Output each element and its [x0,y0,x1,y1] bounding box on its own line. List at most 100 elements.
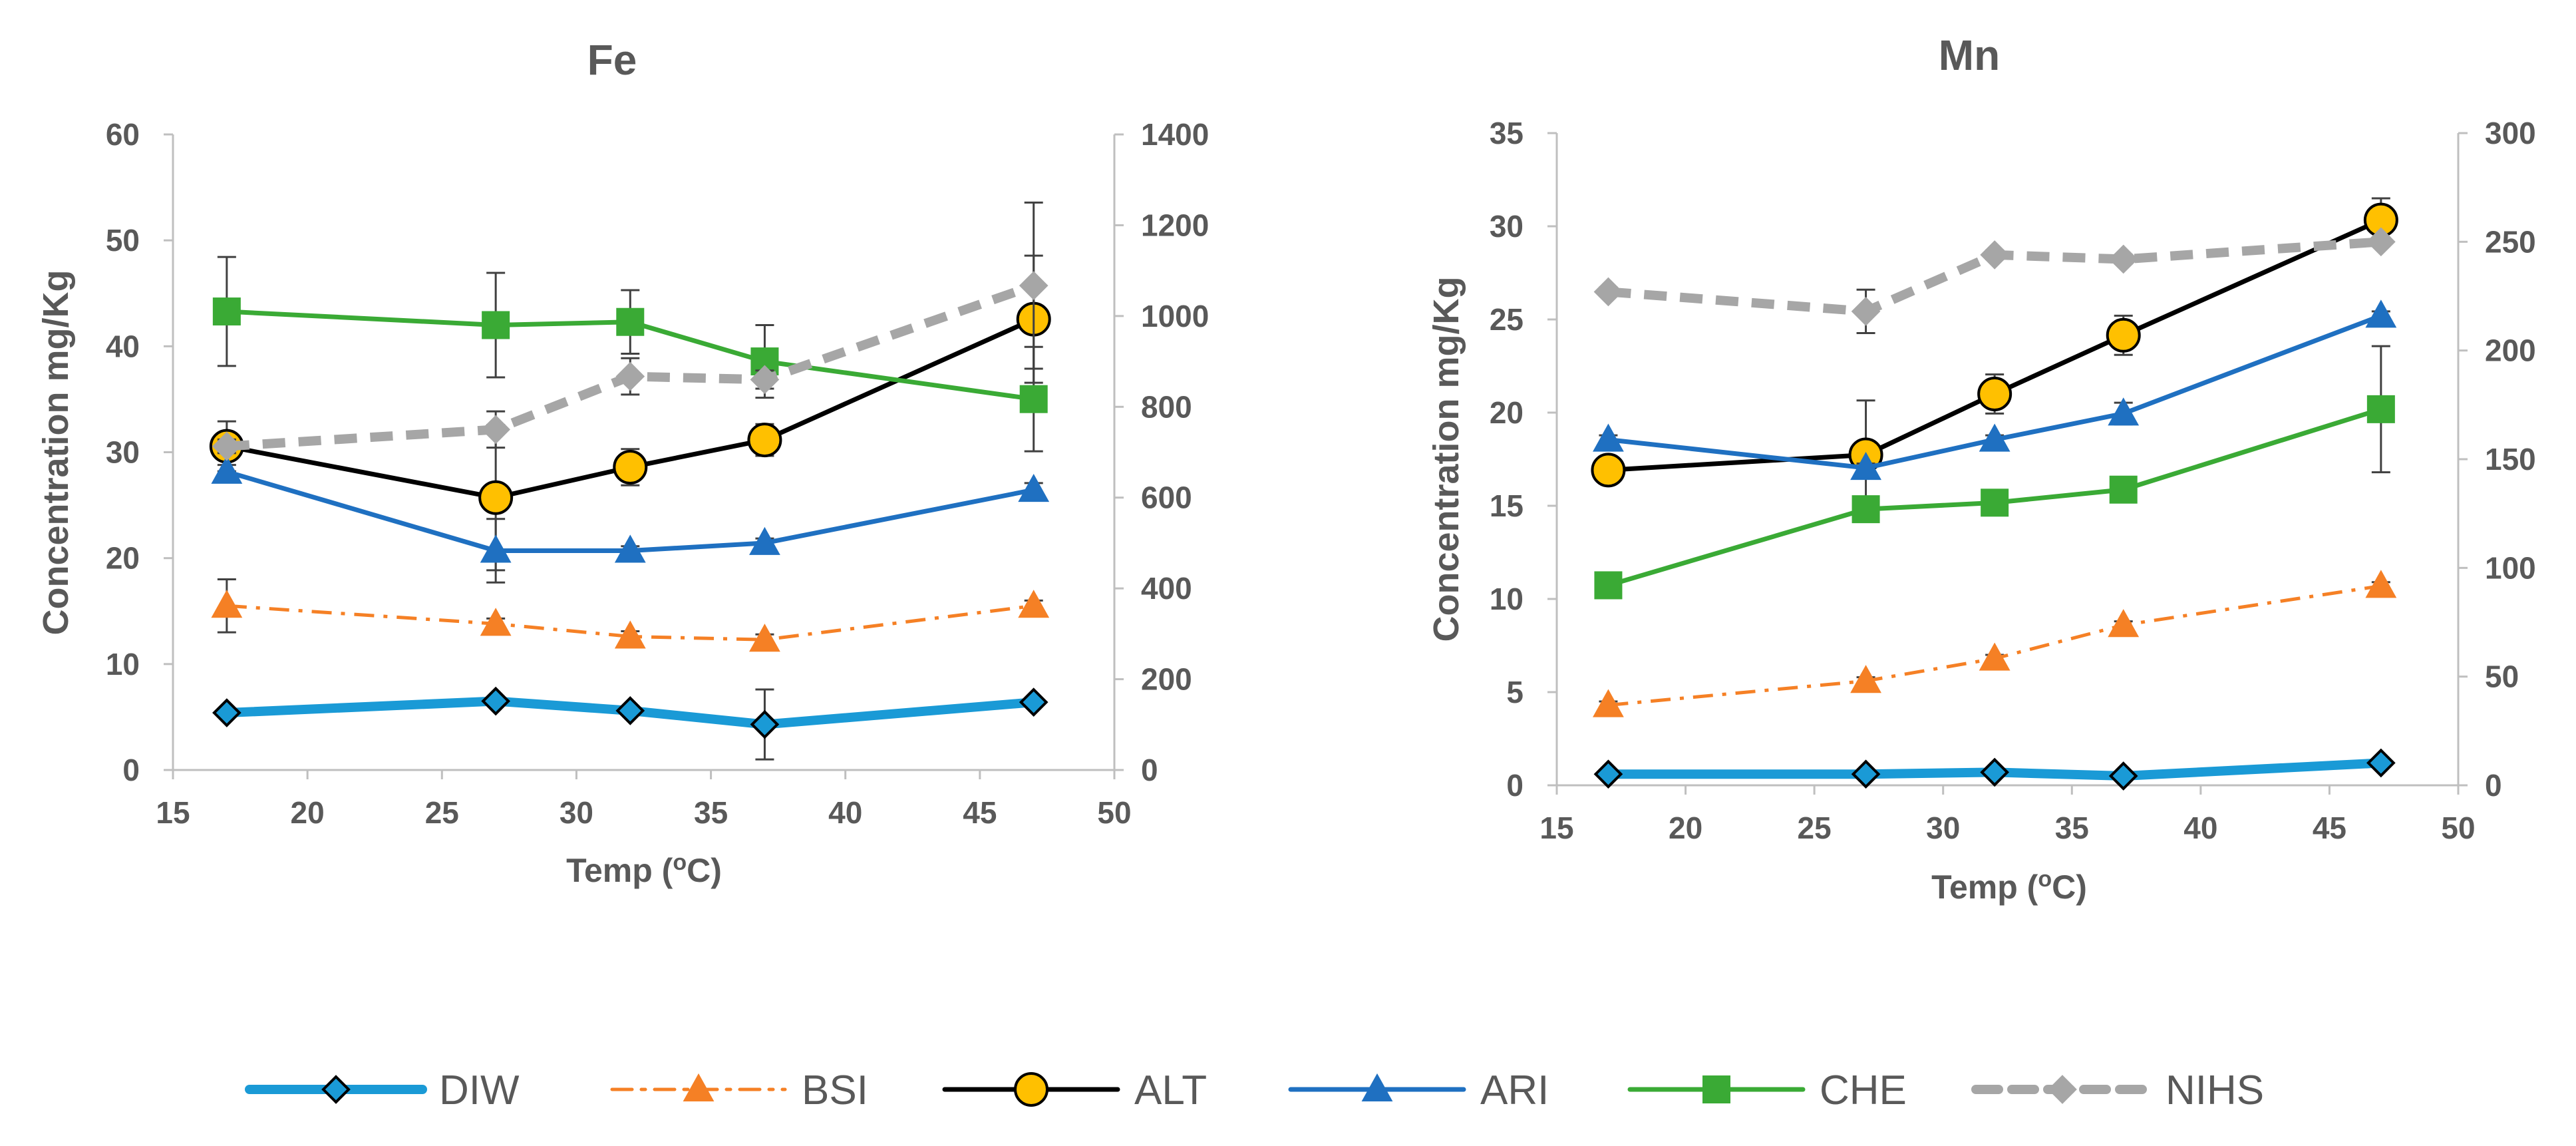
mn-alt-point [1977,377,2012,411]
legend-label-ari: ARI [1480,1067,1549,1113]
fe-alt-point [613,450,648,485]
mn-nihs-point [2108,244,2138,274]
legend-item-diw: DIW [245,1067,520,1113]
fe-che-point [616,307,645,336]
fe-chart-title: Fe [587,36,637,84]
legend-item-alt: ALT [942,1067,1207,1113]
mn-y-axis-label: Concentration mg/Kg [1426,277,1466,642]
fe-y-tick-label: 10 [106,647,140,681]
fe-series-nihs [212,201,1048,461]
fe-diw-point [615,696,645,725]
fe-x-tick-label: 35 [694,795,728,830]
fe-ari-point [1018,473,1050,502]
fe-y2-tick-label: 0 [1141,753,1158,787]
fe-y-tick-label: 40 [106,329,140,363]
mn-y-tick-label: 10 [1490,582,1524,616]
mn-nihs-point [1980,240,2009,270]
fe-alt-point [478,480,514,515]
fe-bsi-point [614,620,646,649]
fe-che-point [1019,385,1048,413]
mn-x-tick-label: 15 [1539,811,1573,845]
mn-bsi-point [2108,609,2140,638]
fe-y-axis-label: Concentration mg/Kg [36,270,76,636]
legend-label-nihs: NIHS [2166,1067,2264,1113]
mn-che-point [1852,495,1880,524]
fe-nihs-point [481,415,510,445]
mn-x-axis-label: Temp (oC) [1931,866,2087,906]
mn-diw-point [2366,748,2396,778]
legend-item-bsi: BSI [610,1067,868,1113]
fe-y2-tick-label: 1000 [1141,299,1209,333]
mn-y2-tick-label: 50 [2485,660,2519,694]
mn-series-nihs [1593,227,2396,335]
mn-y-tick-label: 20 [1490,395,1524,430]
legend-marker-ari [1361,1073,1393,1101]
mn-che-point [2109,475,2138,504]
fe-ari-point [480,534,512,563]
mn-x-axis-label-degree: o [2038,866,2052,892]
fe-x-axis-label-main: Temp ( [566,852,673,889]
mn-y-tick-label: 5 [1506,675,1524,709]
legend-label-che: CHE [1820,1067,1907,1113]
fe-diw-point [1019,687,1048,717]
fe-x-tick-label: 40 [828,795,862,830]
fe-y2-tick-label: 400 [1141,571,1192,606]
fe-diw-point [481,686,510,716]
mn-x-tick-label: 50 [2441,811,2475,845]
mn-ari-point [1593,423,1624,452]
mn-x-tick-label: 25 [1798,811,1832,845]
fe-series-diw [212,686,1048,761]
mn-alt-point [2106,317,2141,353]
fe-y-tick-label: 0 [122,753,140,787]
fe-diw-point [212,698,242,727]
fe-x-tick-label: 25 [425,795,459,830]
legend-item-ari: ARI [1288,1067,1549,1113]
mn-chart-title: Mn [1939,31,2000,79]
legend-label-diw: DIW [439,1067,520,1113]
mn-y2-tick-label: 300 [2485,116,2536,150]
legend-item-che: CHE [1627,1067,1907,1113]
mn-x-axis-label-unit: C) [2052,868,2087,906]
mn-y-tick-label: 0 [1506,768,1524,803]
fe-y2-tick-label: 600 [1141,480,1192,515]
mn-ari-point [2365,299,2397,328]
fe-alt-point [747,423,782,458]
mn-x-tick-label: 30 [1926,811,1960,845]
fe-nihs-point [750,365,780,395]
fe-x-tick-label: 50 [1097,795,1131,830]
fe-series-bsi [211,578,1050,652]
fe-y2-tick-label: 1200 [1141,208,1209,242]
fe-bsi-point [749,624,780,652]
fe-ari-point [614,534,646,563]
fe-nihs-point [1019,271,1048,300]
fe-bsi-line [226,604,1035,642]
mn-che-point [2366,395,2395,423]
legend-marker-nihs [2048,1075,2077,1104]
mn-diw-point [1593,759,1623,789]
fe-y2-tick-label: 1400 [1141,117,1209,152]
fe-che-point [482,311,510,339]
fe-y2-tick-label: 800 [1141,389,1192,424]
mn-nihs-point [2366,227,2396,257]
fe-x-axis-label-unit: C) [687,852,722,889]
legend-marker-bsi [683,1073,715,1101]
mn-y2-tick-label: 250 [2485,224,2536,259]
fe-y-tick-label: 50 [106,223,140,258]
mn-chart-panel: Mn Concentration mg/Kg Temp (oC) 0 5 10 15 2… [1426,31,2536,906]
mn-series-che [1594,345,2395,600]
fe-che-point [212,297,241,326]
mn-x-axis-label-main: Temp ( [1931,868,2038,906]
mn-x-tick-label: 40 [2183,811,2217,845]
fe-nihs-point [212,431,242,461]
mn-series-ari [1593,299,2397,480]
mn-alt-point [1591,453,1626,488]
legend-marker-che [1702,1075,1730,1103]
fe-x-tick-label: 45 [963,795,997,830]
mn-ari-point [1850,451,1881,480]
mn-nihs-point [1593,277,1623,307]
mn-che-point [1981,488,2009,517]
legend-label-alt: ALT [1134,1067,1207,1113]
fe-series-ari [211,455,1050,584]
